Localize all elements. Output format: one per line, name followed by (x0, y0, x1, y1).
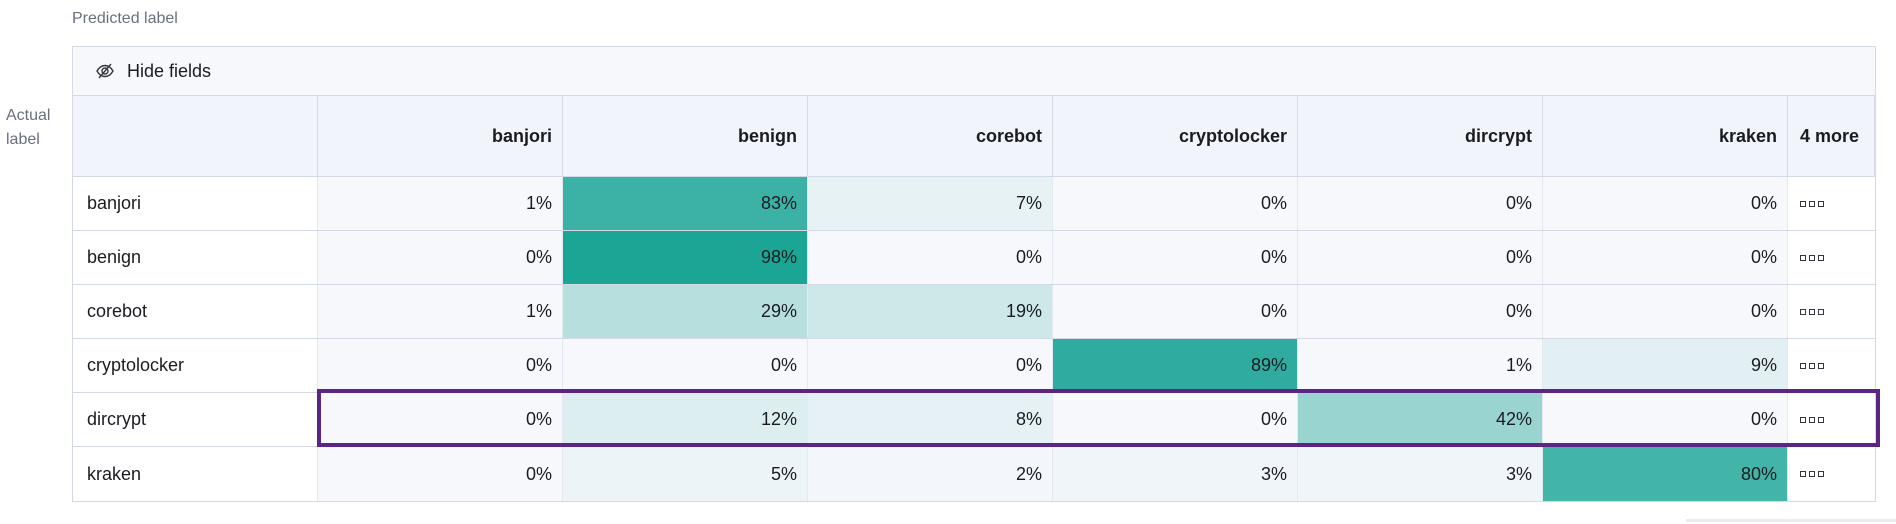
matrix-cell: 0% (1053, 393, 1298, 446)
matrix-cell: 83% (563, 177, 808, 230)
matrix-cell: 0% (318, 447, 563, 501)
row-label: kraken (73, 447, 318, 501)
matrix-cell: 0% (1543, 177, 1788, 230)
ellipsis-icon[interactable] (1800, 362, 1824, 369)
table-row-dircrypt: dircrypt 0% 12% 8% 0% 42% 0% (73, 393, 1875, 447)
more-cell (1788, 177, 1875, 230)
column-header-benign[interactable]: benign (563, 96, 808, 176)
more-columns-header[interactable]: 4 more (1788, 96, 1875, 176)
matrix-cell: 0% (1543, 285, 1788, 338)
matrix-cell: 5% (563, 447, 808, 501)
more-cell (1788, 231, 1875, 284)
matrix-cell: 19% (808, 285, 1053, 338)
column-header-kraken[interactable]: kraken (1543, 96, 1788, 176)
column-header-banjori[interactable]: banjori (318, 96, 563, 176)
matrix-cell: 1% (1298, 339, 1543, 392)
matrix-cell: 0% (1053, 177, 1298, 230)
table-row-kraken: kraken 0% 5% 2% 3% 3% 80% (73, 447, 1875, 501)
matrix-cell: 2% (808, 447, 1053, 501)
corner-header-cell (73, 96, 318, 176)
matrix-cell: 29% (563, 285, 808, 338)
more-cell (1788, 339, 1875, 392)
matrix-cell: 0% (1543, 393, 1788, 446)
matrix-cell: 0% (808, 231, 1053, 284)
ellipsis-icon[interactable] (1800, 416, 1824, 423)
ellipsis-icon[interactable] (1800, 200, 1824, 207)
matrix-cell: 3% (1053, 447, 1298, 501)
matrix-cell: 0% (1298, 177, 1543, 230)
more-cell (1788, 393, 1875, 446)
matrix-cell: 80% (1543, 447, 1788, 501)
matrix-cell: 8% (808, 393, 1053, 446)
table-row-benign: benign 0% 98% 0% 0% 0% 0% (73, 231, 1875, 285)
matrix-cell: 0% (318, 231, 563, 284)
row-label: cryptolocker (73, 339, 318, 392)
matrix-cell: 9% (1543, 339, 1788, 392)
matrix-cell: 0% (1543, 231, 1788, 284)
hide-fields-label: Hide fields (127, 60, 212, 81)
matrix-cell: 0% (318, 393, 563, 446)
scrollbar[interactable] (1686, 519, 1896, 522)
matrix-cell: 12% (563, 393, 808, 446)
matrix-cell: 0% (808, 339, 1053, 392)
ellipsis-icon[interactable] (1800, 471, 1824, 477)
matrix-cell: 1% (318, 285, 563, 338)
column-header-cryptolocker[interactable]: cryptolocker (1053, 96, 1298, 176)
matrix-cell: 1% (318, 177, 563, 230)
table-row-corebot: corebot 1% 29% 19% 0% 0% 0% (73, 285, 1875, 339)
ellipsis-icon[interactable] (1800, 308, 1824, 315)
predicted-label-axis-title: Predicted label (72, 10, 178, 27)
column-header-row: banjori benign corebot cryptolocker dircrypt… (73, 96, 1875, 177)
confusion-matrix-grid: Hide fields banjori benign corebot cryptolo… (72, 46, 1876, 502)
more-cell (1788, 285, 1875, 338)
matrix-cell: 0% (1298, 285, 1543, 338)
matrix-cell: 0% (1298, 231, 1543, 284)
matrix-cell: 98% (563, 231, 808, 284)
matrix-cell: 0% (318, 339, 563, 392)
table-row-banjori: banjori 1% 83% 7% 0% 0% 0% (73, 177, 1875, 231)
matrix-cell: 0% (1053, 231, 1298, 284)
matrix-cell: 42% (1298, 393, 1543, 446)
column-header-dircrypt[interactable]: dircrypt (1298, 96, 1543, 176)
actual-label-axis-title: Actual label (6, 107, 51, 148)
matrix-cell: 3% (1298, 447, 1543, 501)
more-cell (1788, 447, 1875, 501)
row-label: benign (73, 231, 318, 284)
matrix-cell: 0% (563, 339, 808, 392)
column-header-corebot[interactable]: corebot (808, 96, 1053, 176)
matrix-cell: 0% (1053, 285, 1298, 338)
row-label: banjori (73, 177, 318, 230)
matrix-cell: 7% (808, 177, 1053, 230)
row-label: corebot (73, 285, 318, 338)
hide-fields-button[interactable]: Hide fields (73, 47, 1875, 96)
matrix-cell: 89% (1053, 339, 1298, 392)
row-label: dircrypt (73, 393, 318, 446)
table-row-cryptolocker: cryptolocker 0% 0% 0% 89% 1% 9% (73, 339, 1875, 393)
ellipsis-icon[interactable] (1800, 254, 1824, 261)
eye-slash-icon (96, 63, 114, 79)
